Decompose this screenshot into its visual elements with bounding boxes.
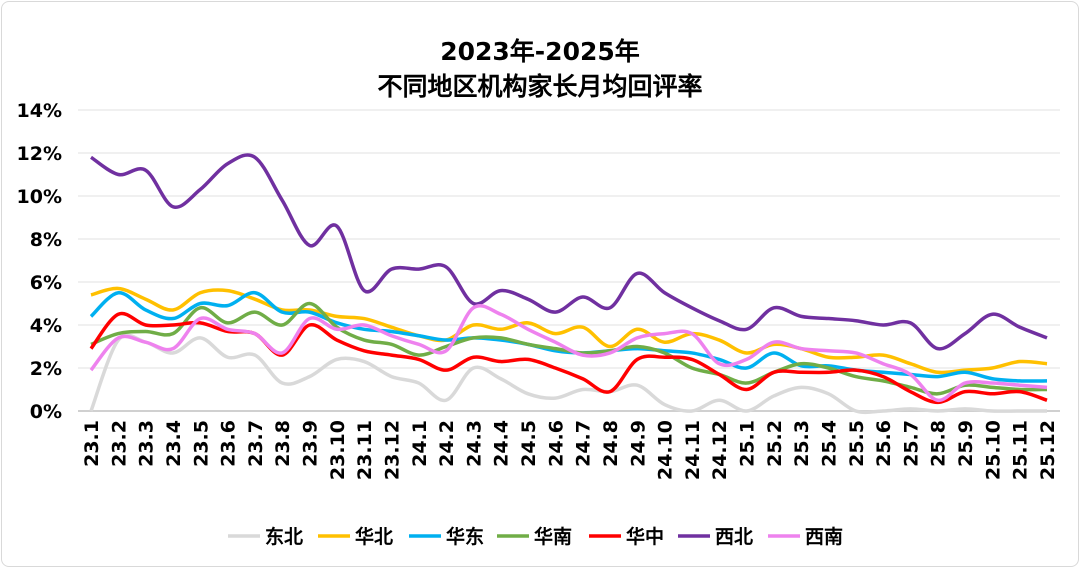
legend-label: 华中 (626, 525, 664, 548)
x-tick-label: 23.10 (327, 420, 349, 480)
x-tick-label: 25.2 (764, 420, 786, 467)
x-tick-label: 23.4 (163, 420, 185, 467)
x-tick-label: 24.2 (436, 420, 458, 467)
x-tick-label: 25.8 (928, 420, 950, 467)
legend-label: 华东 (446, 525, 484, 548)
x-tick-label: 24.9 (627, 420, 649, 467)
y-tick-label: 2% (30, 358, 62, 380)
x-tick-label: 25.7 (900, 420, 922, 467)
x-tick-label: 25.3 (791, 420, 813, 467)
x-tick-label: 24.1 (409, 420, 431, 467)
y-tick-label: 8% (30, 229, 62, 251)
x-tick-label: 23.6 (218, 420, 240, 467)
x-tick-label: 25.5 (846, 420, 868, 467)
x-tick-label: 25.6 (873, 420, 895, 467)
series-line-华北 (90, 286, 1048, 375)
legend-label: 西南 (805, 526, 843, 548)
y-tick-label: 12% (17, 143, 62, 165)
x-tick-label: 23.11 (354, 420, 376, 480)
x-tick-label: 24.5 (518, 420, 540, 467)
legend-item: 华南 (497, 525, 572, 548)
x-tick-label: 23.8 (272, 420, 294, 467)
y-tick-label: 14% (17, 100, 62, 122)
x-tick-label: 24.6 (545, 420, 567, 467)
x-tick-label: 23.12 (381, 420, 403, 480)
x-tick-label: 25.12 (1037, 420, 1059, 480)
x-tick-label: 23.5 (190, 420, 212, 467)
x-tick-label: 23.2 (108, 420, 130, 467)
series-line-西南 (89, 303, 1048, 403)
legend-label: 华南 (534, 525, 572, 548)
x-tick-label: 24.7 (573, 420, 595, 467)
chart-title-line-2: 不同地区机构家长月均回评率 (377, 72, 703, 101)
x-tick-label: 25.9 (955, 420, 977, 467)
chart-title: 2023年-2025年 不同地区机构家长月均回评率 (0, 34, 1080, 104)
x-tick-label: 24.8 (600, 420, 622, 467)
y-tick-label: 6% (30, 272, 62, 294)
y-tick-label: 10% (17, 186, 62, 208)
legend-item: 西南 (768, 526, 843, 548)
x-tick-label: 25.4 (818, 420, 840, 467)
x-tick-label: 23.7 (245, 420, 267, 467)
x-tick-label: 24.12 (709, 420, 731, 480)
x-tick-label: 23.3 (136, 420, 158, 467)
x-tick-label: 23.9 (300, 420, 322, 467)
y-tick-label: 4% (30, 315, 62, 337)
x-tick-label: 25.10 (982, 420, 1004, 480)
x-tick-label: 25.1 (737, 420, 759, 467)
x-tick-label: 24.10 (655, 420, 677, 480)
legend-item: 华中 (589, 525, 664, 548)
series-line-东北 (89, 333, 1047, 415)
x-tick-label: 24.3 (463, 420, 485, 467)
chart-title-line-1: 2023年-2025年 (440, 37, 640, 66)
legend-label: 华北 (355, 525, 393, 548)
legend-item: 东北 (228, 525, 303, 548)
legend-item: 华东 (409, 525, 484, 548)
x-tick-label: 24.4 (491, 420, 513, 467)
legend-label: 西北 (715, 526, 753, 548)
legend-item: 西北 (678, 526, 753, 548)
x-tick-label: 25.11 (1010, 420, 1032, 480)
x-tick-label: 24.11 (682, 420, 704, 480)
legend-item: 华北 (318, 525, 393, 548)
legend-label: 东北 (265, 525, 303, 548)
series-line-西北 (90, 153, 1048, 351)
y-tick-label: 0% (30, 401, 62, 423)
x-tick-label: 23.1 (81, 420, 103, 467)
